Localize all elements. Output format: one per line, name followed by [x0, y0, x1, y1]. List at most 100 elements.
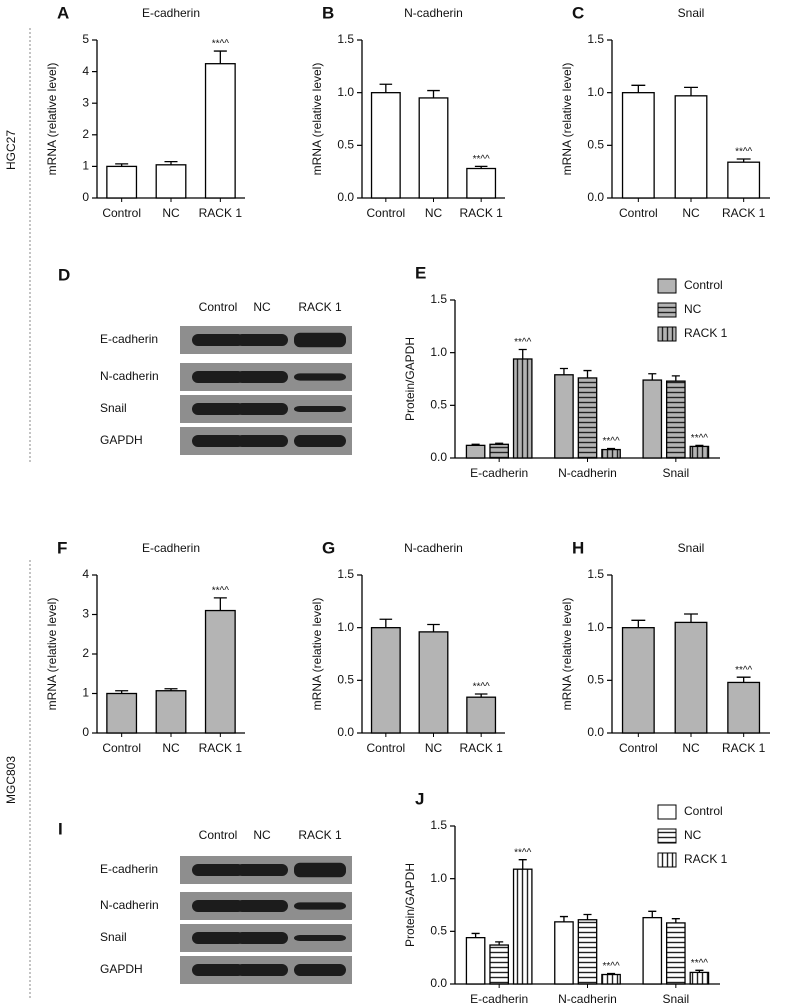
- error-bar: [379, 618, 393, 628]
- y-axis-label: mRNA (relative level): [310, 598, 324, 711]
- y-tick-label: 0.5: [430, 398, 447, 412]
- y-tick-label: 1.0: [430, 871, 447, 885]
- y-axis-label: mRNA (relative level): [45, 598, 59, 711]
- legend-swatch: [657, 828, 677, 844]
- blot-band: [294, 406, 346, 412]
- panel-letter: E: [415, 263, 426, 282]
- bar: [418, 97, 449, 199]
- error-bar: [583, 913, 592, 920]
- error-bar: [213, 50, 227, 64]
- bar: [642, 916, 663, 985]
- blot-column-label: RACK 1: [298, 828, 342, 842]
- blot-band: [192, 334, 244, 346]
- blot-band: [294, 964, 346, 976]
- x-tick-label: Control: [102, 206, 141, 220]
- x-tick-label: NC: [682, 741, 700, 755]
- blot-band: [192, 371, 244, 383]
- x-tick-label: Control: [366, 741, 405, 755]
- bar: [601, 973, 621, 985]
- bar: [689, 971, 710, 985]
- y-tick-label: 1.5: [430, 292, 447, 306]
- y-tick-label: 1.5: [587, 32, 604, 46]
- y-tick-label: 3: [82, 95, 89, 109]
- x-tick-label: N-cadherin: [558, 466, 617, 480]
- bar: [155, 164, 187, 199]
- blot-row-label: GAPDH: [100, 433, 143, 447]
- x-tick-label: Control: [619, 741, 658, 755]
- significance-label: **^^: [735, 665, 752, 676]
- panel-letter: I: [58, 819, 63, 838]
- x-tick-label: NC: [682, 206, 700, 220]
- significance-label: **^^: [602, 961, 619, 972]
- y-axis-label: mRNA (relative level): [45, 63, 59, 176]
- y-axis-label: mRNA (relative level): [310, 63, 324, 176]
- significance-label: **^^: [691, 433, 708, 444]
- bar: [577, 919, 598, 985]
- x-tick-label: N-cadherin: [558, 992, 617, 1006]
- blot-band: [236, 334, 288, 346]
- chart-title: N-cadherin: [404, 6, 463, 20]
- x-tick-label: Control: [102, 741, 141, 755]
- blot-band: [236, 932, 288, 944]
- y-tick-label: 1.0: [337, 85, 354, 99]
- x-tick-label: NC: [425, 741, 443, 755]
- blot-band: [192, 435, 244, 447]
- legend-swatch: [657, 326, 677, 342]
- legend-swatch: [657, 852, 677, 868]
- bar: [512, 868, 533, 985]
- blot-column-label: NC: [253, 828, 271, 842]
- x-tick-label: NC: [162, 206, 180, 220]
- error-bar: [164, 161, 178, 165]
- y-tick-label: 0.0: [430, 450, 447, 464]
- error-bar: [648, 373, 657, 381]
- error-bar: [607, 972, 616, 975]
- error-bar: [671, 918, 680, 923]
- error-bar: [164, 688, 178, 691]
- y-tick-label: 1.0: [587, 85, 604, 99]
- y-tick-label: 1.5: [337, 32, 354, 46]
- panel-letter: B: [322, 3, 334, 22]
- bar: [665, 380, 686, 459]
- bar: [155, 690, 187, 734]
- blot-band: [192, 900, 244, 912]
- error-bar: [631, 619, 646, 628]
- bar: [674, 95, 708, 199]
- blot-band: [236, 371, 288, 383]
- bar: [370, 627, 401, 734]
- blot-column-label: NC: [253, 300, 271, 314]
- blot-band: [236, 900, 288, 912]
- legend-label: Control: [684, 804, 723, 818]
- x-tick-label: RACK 1: [459, 741, 503, 755]
- error-bar: [518, 859, 527, 870]
- chart-title: N-cadherin: [404, 541, 463, 555]
- significance-label: **^^: [602, 436, 619, 447]
- bar: [689, 445, 710, 459]
- y-tick-label: 1.0: [587, 620, 604, 634]
- bar: [665, 922, 686, 985]
- bar: [601, 448, 621, 459]
- legend-label: NC: [684, 828, 702, 842]
- y-axis-label: mRNA (relative level): [560, 598, 574, 711]
- bar: [489, 443, 510, 459]
- bar: [465, 444, 486, 459]
- error-bar: [213, 597, 227, 611]
- blot-band: [294, 862, 346, 878]
- error-bar: [695, 444, 704, 447]
- panel-letter: F: [57, 538, 67, 557]
- x-tick-label: NC: [425, 206, 443, 220]
- blot-band: [192, 932, 244, 944]
- panel-letter: C: [572, 3, 584, 22]
- error-bar: [736, 676, 751, 683]
- bar: [204, 609, 236, 734]
- significance-label: **^^: [514, 337, 531, 348]
- bar: [642, 379, 663, 459]
- chart-title: E-cadherin: [142, 6, 200, 20]
- x-tick-label: Snail: [662, 466, 689, 480]
- blot-row-label: E-cadherin: [100, 332, 158, 346]
- significance-label: **^^: [735, 147, 752, 158]
- x-tick-label: RACK 1: [722, 206, 766, 220]
- blot-column-label: Control: [199, 300, 238, 314]
- x-tick-label: RACK 1: [199, 206, 243, 220]
- x-tick-label: Control: [619, 206, 658, 220]
- error-bar: [695, 969, 704, 973]
